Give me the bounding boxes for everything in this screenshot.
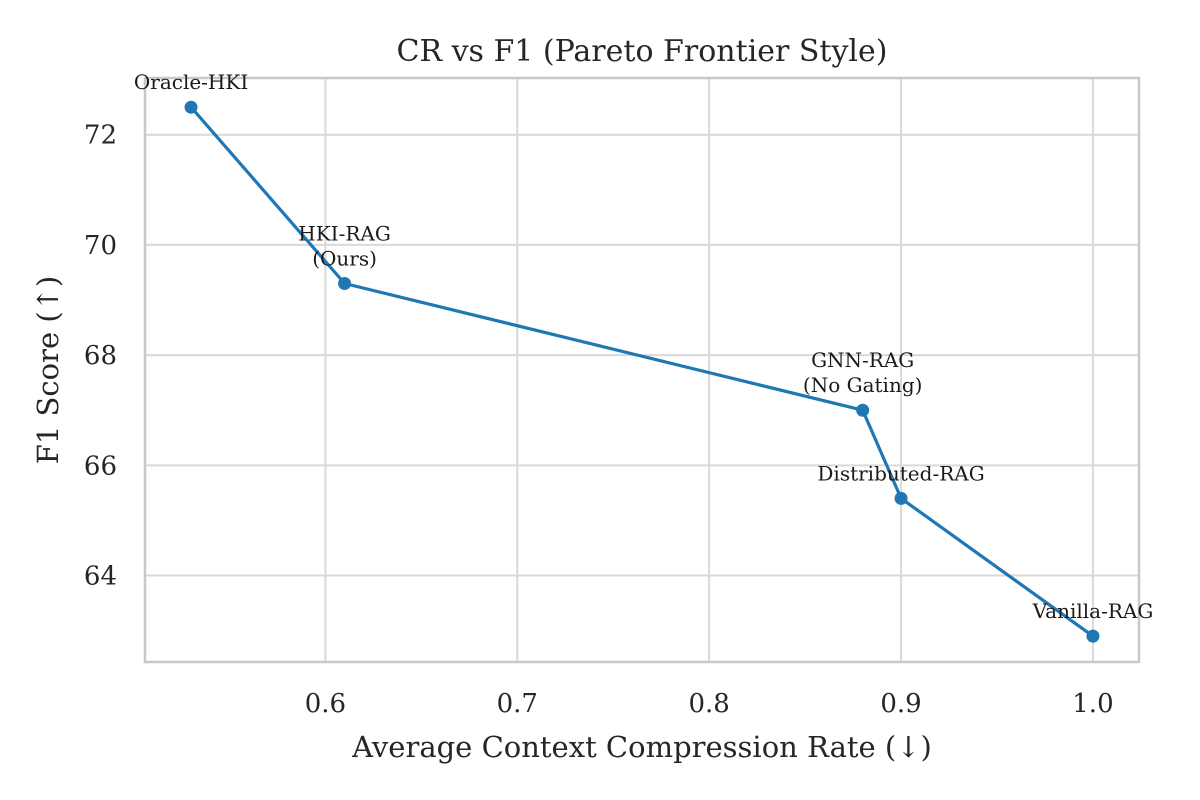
x-axis-label: Average Context Compression Rate (↓) — [351, 730, 932, 764]
y-tick-label: 66 — [84, 451, 117, 481]
point-label: (No Gating) — [803, 373, 923, 397]
y-axis-label: F1 Score (↑) — [31, 276, 65, 465]
x-tick-label: 0.9 — [880, 689, 921, 719]
point-label: GNN-RAG — [811, 348, 914, 372]
data-point — [338, 277, 352, 291]
data-point — [184, 100, 198, 114]
x-tick-label: 1.0 — [1072, 689, 1113, 719]
series: Oracle-HKI HKI-RAG(Ours) GNN-RAG(No Gating… — [134, 70, 1154, 643]
y-axis-ticks: 64 66 68 70 72 — [84, 121, 117, 592]
point-label: HKI-RAG — [298, 222, 391, 246]
x-tick-label: 0.8 — [688, 689, 729, 719]
point-label: (Ours) — [312, 247, 377, 271]
point-label: Vanilla-RAG — [1032, 599, 1154, 623]
chart-title: CR vs F1 (Pareto Frontier Style) — [396, 34, 887, 69]
point-label: Oracle-HKI — [134, 70, 248, 94]
grid — [145, 78, 1139, 662]
y-tick-label: 64 — [84, 562, 117, 592]
data-point — [1086, 629, 1100, 643]
x-tick-label: 0.7 — [497, 689, 538, 719]
y-tick-label: 68 — [84, 341, 117, 371]
y-tick-label: 72 — [84, 121, 117, 151]
x-axis-ticks: 0.6 0.7 0.8 0.9 1.0 — [305, 689, 1114, 719]
y-tick-label: 70 — [84, 231, 117, 261]
x-tick-label: 0.6 — [305, 689, 346, 719]
data-point — [894, 491, 908, 505]
data-point — [856, 403, 870, 417]
point-label: Distributed-RAG — [817, 461, 984, 485]
plot-frame — [143, 76, 1141, 664]
